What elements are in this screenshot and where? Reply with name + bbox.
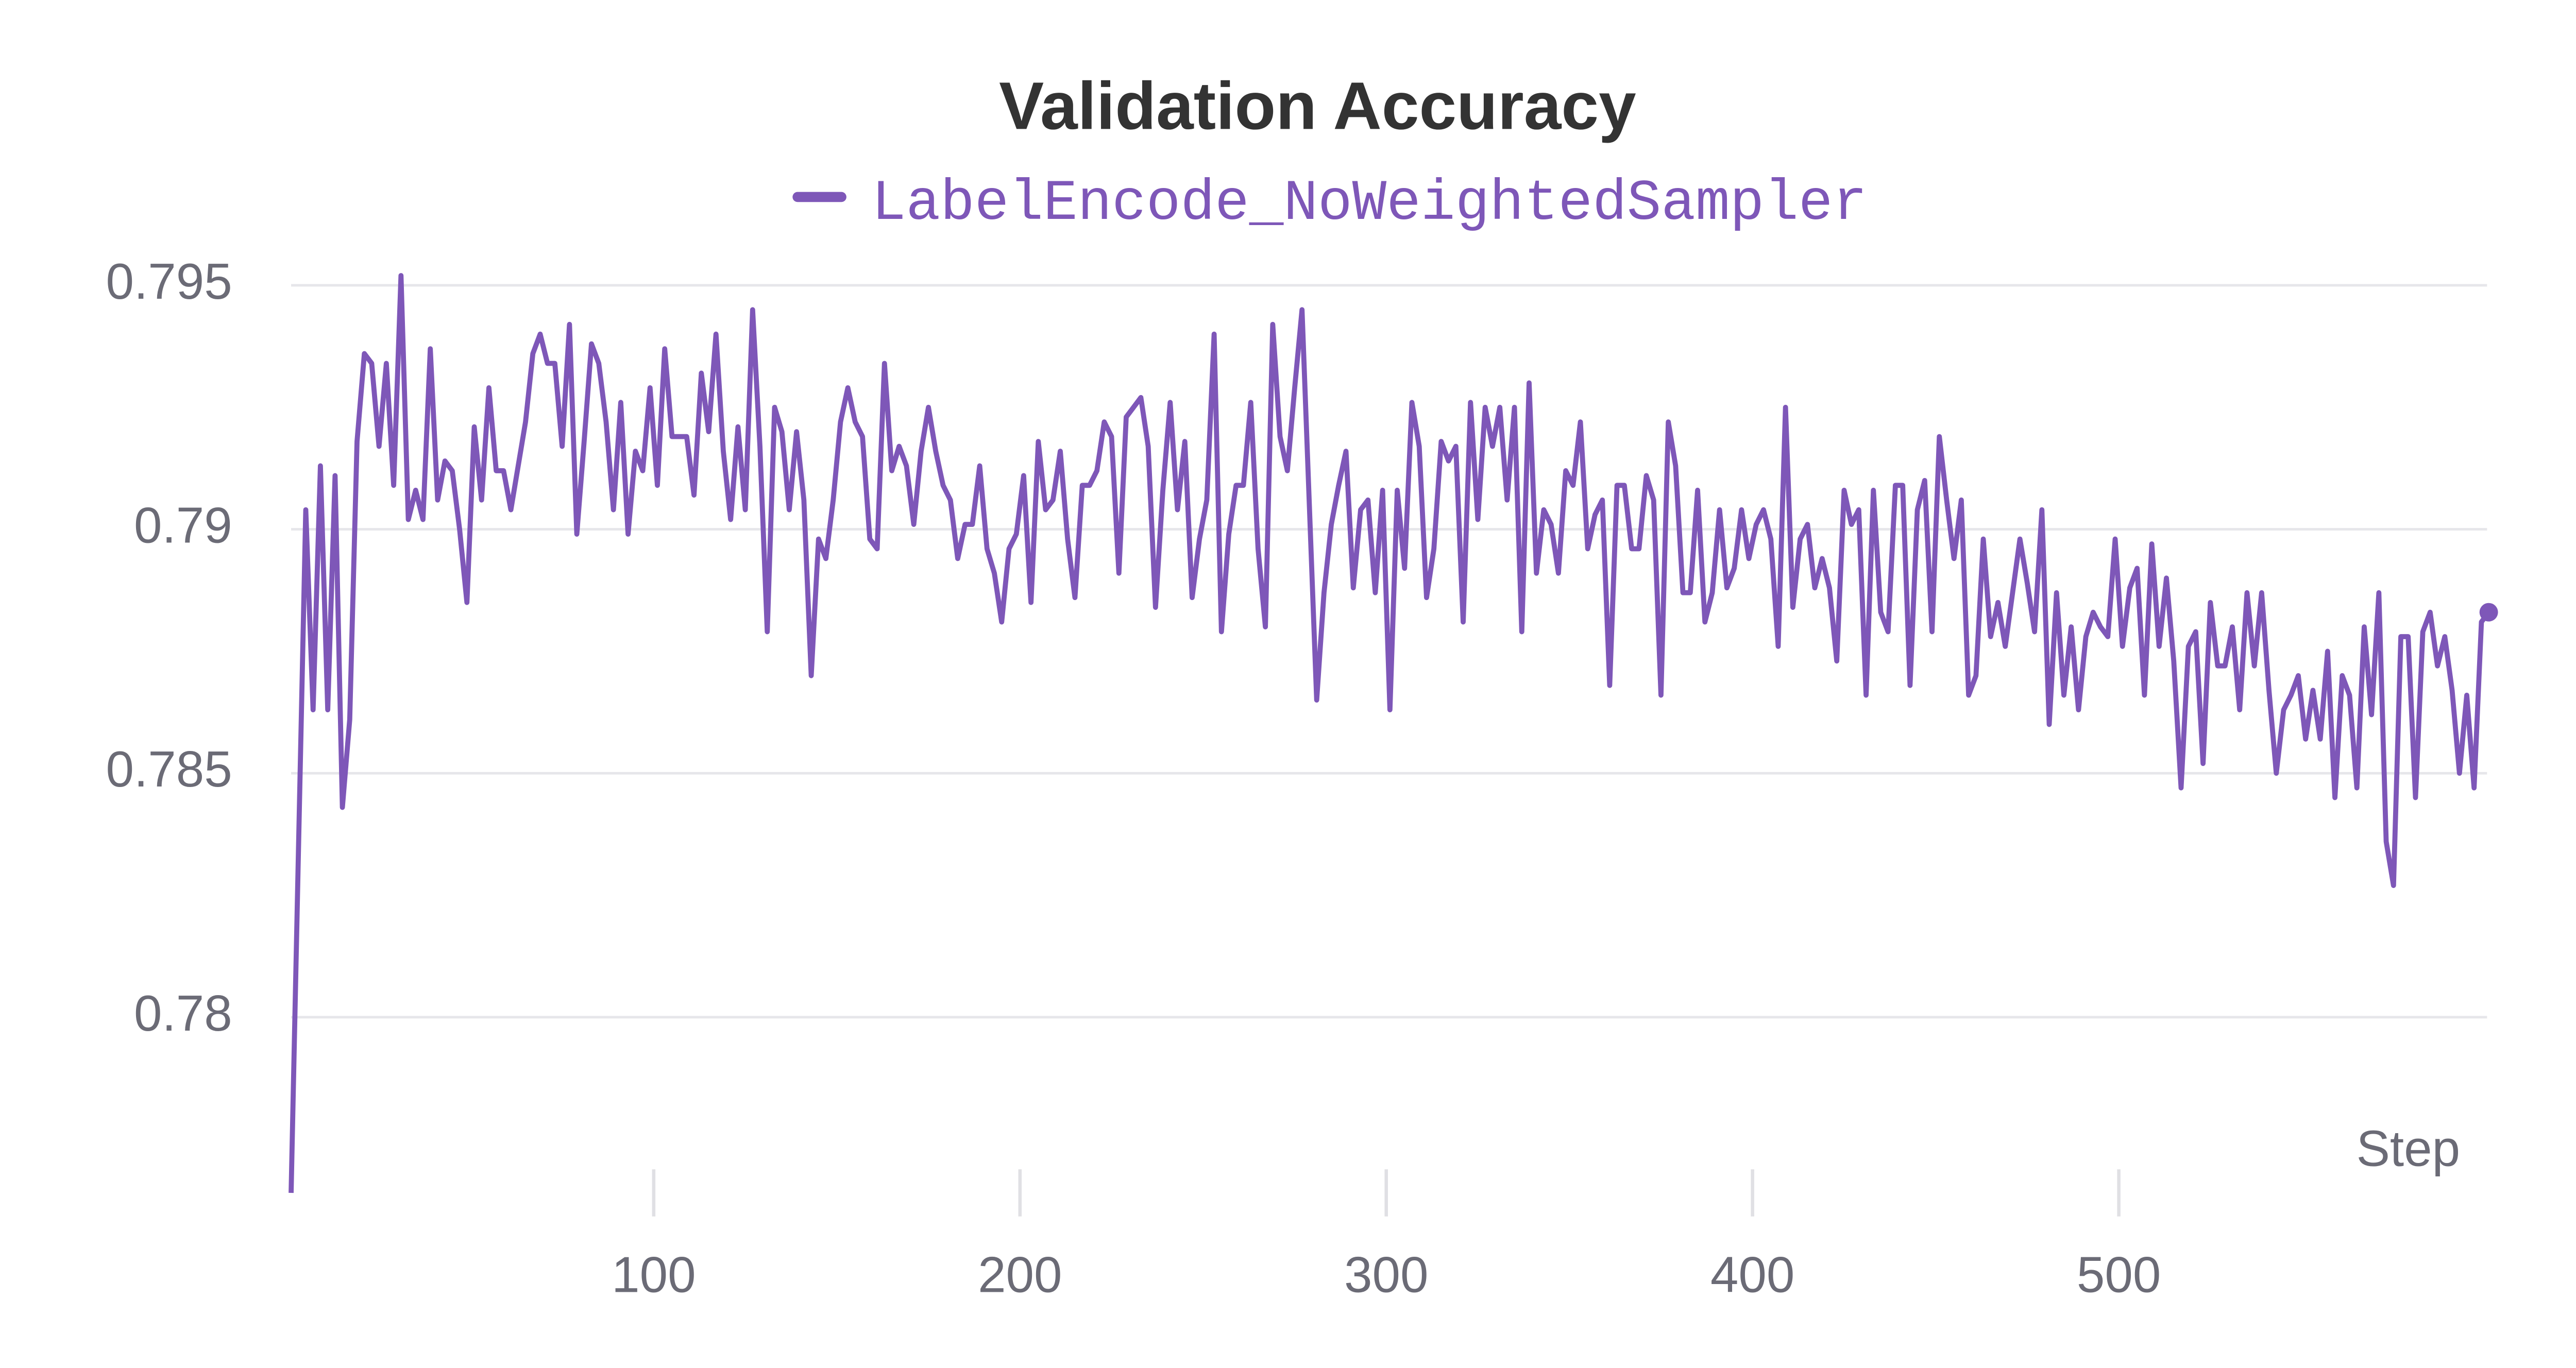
x-tick-label: 400: [1710, 1246, 1794, 1303]
y-tick-label: 0.79: [134, 497, 232, 553]
end-point: [2479, 603, 2498, 622]
y-tick-label: 0.785: [106, 741, 232, 797]
x-tick-label: 300: [1344, 1246, 1428, 1303]
legend-label: LabelEncode_NoWeightedSampler: [872, 172, 1867, 236]
x-axis-label: Step: [2357, 1120, 2461, 1176]
x-tick-label: 200: [978, 1246, 1062, 1303]
y-tick-label: 0.78: [134, 985, 232, 1041]
x-tick-label: 500: [2077, 1246, 2161, 1303]
y-tick-label: 0.795: [106, 253, 232, 310]
chart-title: Validation Accuracy: [999, 68, 1636, 143]
series-line: [289, 273, 2491, 1193]
x-tick-label: 100: [612, 1246, 696, 1303]
